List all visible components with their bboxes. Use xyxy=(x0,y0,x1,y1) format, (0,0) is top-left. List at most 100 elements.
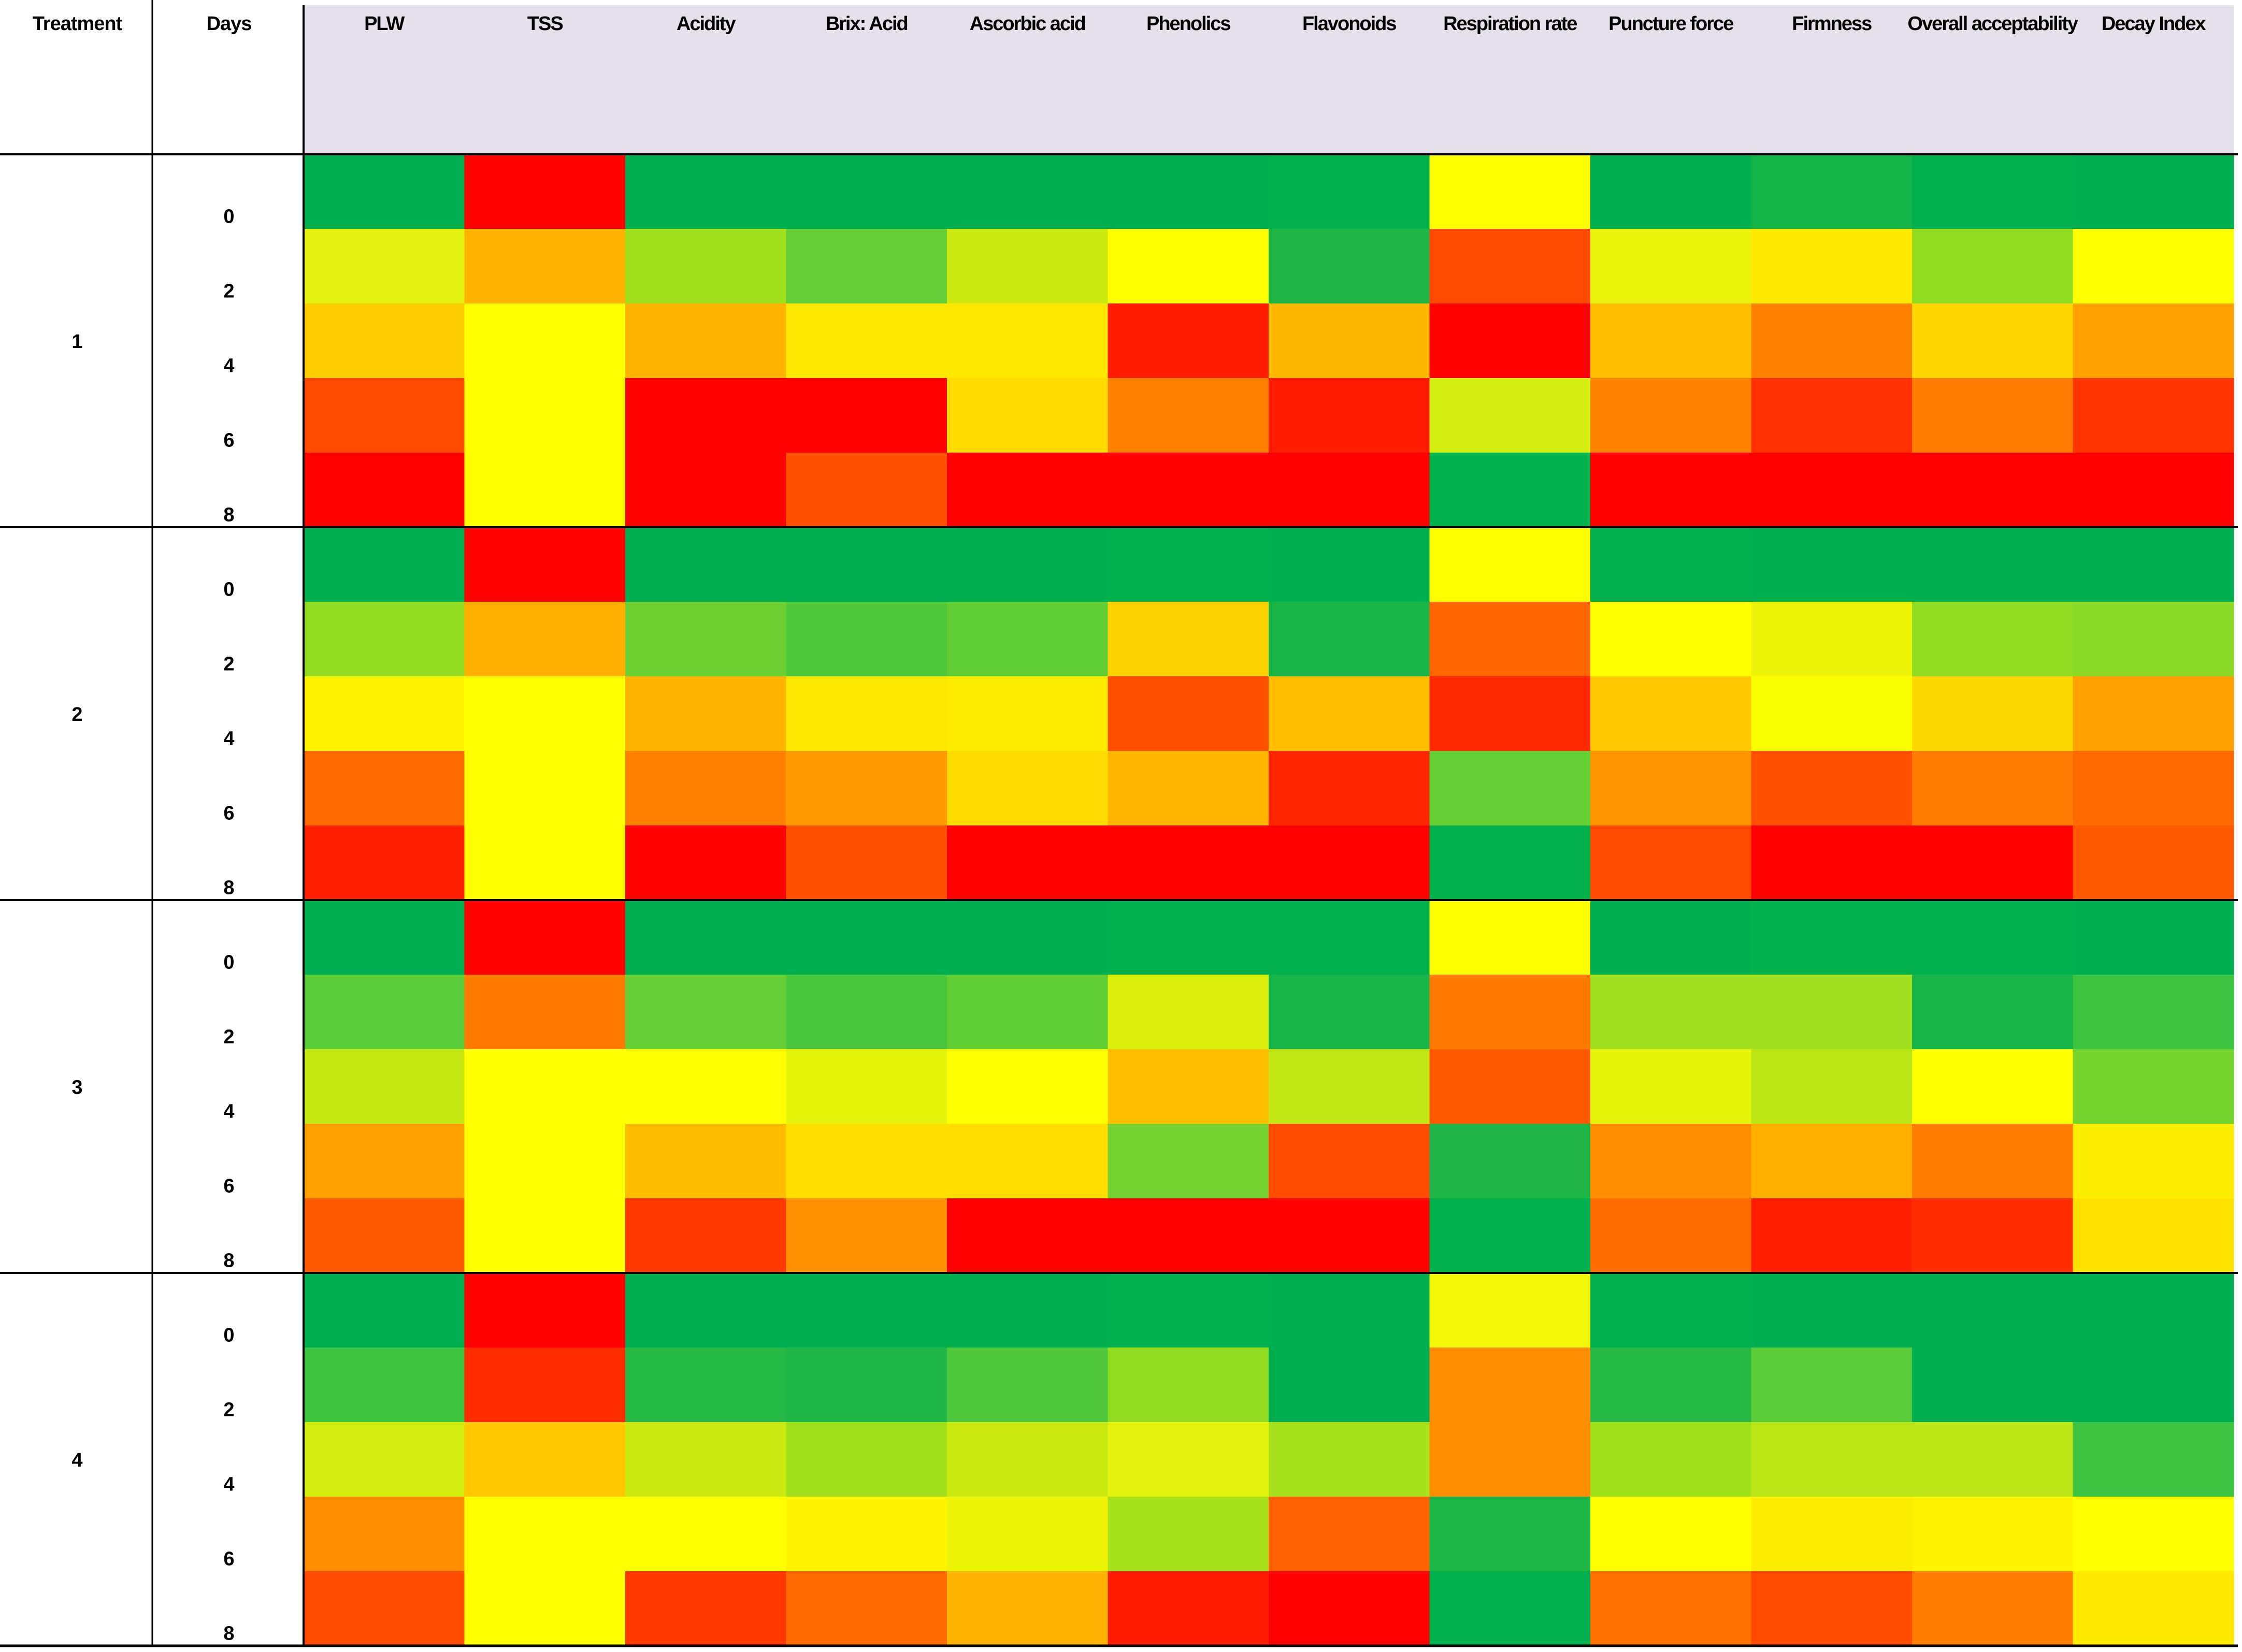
heatmap-cell-t1-d4-c2 xyxy=(464,303,626,379)
heatmap-cell-t1-d0-c12 xyxy=(2073,154,2234,229)
heatmap-cell-t3-d0-c9 xyxy=(1590,900,1752,975)
heatmap-cell-t3-d6-c1 xyxy=(304,1124,465,1199)
heatmap-cell-t4-d0-c5 xyxy=(947,1273,1109,1348)
column-label: Puncture force xyxy=(1608,13,1733,35)
heatmap-cell-t3-d4-c2 xyxy=(464,1049,626,1124)
heatmap-cell-t4-d2-c1 xyxy=(304,1347,465,1423)
heatmap-cell-t1-d4-c5 xyxy=(947,303,1109,379)
treatment-label: 3 xyxy=(71,1077,82,1098)
heatmap-cell-t1-d0-c8 xyxy=(1429,154,1591,229)
heatmap-cell-t2-d2-c10 xyxy=(1751,602,1913,677)
heatmap-cell-t4-d0-c7 xyxy=(1269,1273,1430,1348)
heatmap-cell-t4-d6-c11 xyxy=(1912,1497,2074,1572)
heatmap-cell-t2-d6-c7 xyxy=(1269,751,1430,826)
heatmap-cell-t4-d2-c2 xyxy=(464,1347,626,1423)
day-label: 8 xyxy=(223,1250,234,1271)
heatmap-cell-t3-d6-c8 xyxy=(1429,1124,1591,1199)
heatmap-cell-t4-d6-c4 xyxy=(786,1497,947,1572)
heatmap-cell-t4-d6-c2 xyxy=(464,1497,626,1572)
heatmap-cell-t2-d2-c4 xyxy=(786,602,947,677)
column-header-background xyxy=(304,5,2234,154)
heatmap-cell-t2-d4-c11 xyxy=(1912,676,2074,751)
heatmap-cell-t4-d0-c2 xyxy=(464,1273,626,1348)
heatmap-cell-t1-d0-c10 xyxy=(1751,154,1913,229)
heatmap-cell-t3-d2-c3 xyxy=(625,975,787,1050)
heatmap-cell-t3-d2-c2 xyxy=(464,975,626,1050)
heatmap-cell-t1-d2-c7 xyxy=(1269,229,1430,304)
heatmap-cell-t3-d6-c5 xyxy=(947,1124,1109,1199)
heatmap-cell-t2-d4-c9 xyxy=(1590,676,1752,751)
heatmap-cell-t3-d0-c1 xyxy=(304,900,465,975)
day-label: 2 xyxy=(223,280,234,302)
heatmap-cell-t4-d4-c8 xyxy=(1429,1422,1591,1497)
heatmap-cell-t1-d6-c8 xyxy=(1429,378,1591,453)
heatmap-cell-t1-d0-c2 xyxy=(464,154,626,229)
heatmap-cell-t4-d4-c4 xyxy=(786,1422,947,1497)
heatmap-cell-t1-d2-c11 xyxy=(1912,229,2074,304)
heatmap-cell-t3-d8-c9 xyxy=(1590,1198,1752,1273)
heatmap-cell-t3-d4-c8 xyxy=(1429,1049,1591,1124)
heatmap-cell-t2-d6-c3 xyxy=(625,751,787,826)
heatmap-cell-t1-d0-c7 xyxy=(1269,154,1430,229)
heatmap-cell-t1-d4-c11 xyxy=(1912,303,2074,379)
heatmap-cell-t4-d2-c3 xyxy=(625,1347,787,1423)
heatmap-cell-t3-d0-c6 xyxy=(1108,900,1269,975)
heatmap-cell-t1-d2-c10 xyxy=(1751,229,1913,304)
heatmap-cell-t2-d8-c9 xyxy=(1590,825,1752,901)
heatmap-cell-t3-d0-c4 xyxy=(786,900,947,975)
heatmap-cell-t4-d4-c6 xyxy=(1108,1422,1269,1497)
heatmap-cell-t2-d8-c2 xyxy=(464,825,626,901)
heatmap-cell-t3-d4-c10 xyxy=(1751,1049,1913,1124)
heatmap-cell-t4-d8-c2 xyxy=(464,1571,626,1646)
heatmap-cell-t3-d0-c12 xyxy=(2073,900,2234,975)
heatmap-cell-t3-d8-c5 xyxy=(947,1198,1109,1273)
heatmap-cell-t2-d2-c11 xyxy=(1912,602,2074,677)
heatmap-cell-t1-d0-c3 xyxy=(625,154,787,229)
heatmap-cell-t1-d4-c10 xyxy=(1751,303,1913,379)
heatmap-cell-t2-d6-c8 xyxy=(1429,751,1591,826)
heatmap-cell-t3-d8-c7 xyxy=(1269,1198,1430,1273)
heatmap-cell-t2-d4-c10 xyxy=(1751,676,1913,751)
heatmap-cell-t3-d8-c11 xyxy=(1912,1198,2074,1273)
heatmap-cell-t3-d6-c10 xyxy=(1751,1124,1913,1199)
heatmap-cell-t3-d2-c10 xyxy=(1751,975,1913,1050)
heatmap-cell-t4-d8-c5 xyxy=(947,1571,1109,1646)
heatmap-cell-t2-d0-c11 xyxy=(1912,527,2074,602)
heatmap-cell-t3-d2-c8 xyxy=(1429,975,1591,1050)
day-label: 2 xyxy=(223,1399,234,1421)
heatmap-cell-t1-d8-c4 xyxy=(786,453,947,528)
heatmap-cell-t2-d6-c5 xyxy=(947,751,1109,826)
day-label: 0 xyxy=(223,951,234,973)
heatmap-cell-t1-d6-c3 xyxy=(625,378,787,453)
heatmap-cell-t2-d0-c3 xyxy=(625,527,787,602)
treatment-label: 4 xyxy=(71,1450,82,1471)
heatmap-cell-t1-d6-c11 xyxy=(1912,378,2074,453)
heatmap-cell-t4-d8-c3 xyxy=(625,1571,787,1646)
heatmap-cell-t4-d2-c5 xyxy=(947,1347,1109,1423)
heatmap-cell-t2-d8-c7 xyxy=(1269,825,1430,901)
heatmap-cell-t1-d2-c6 xyxy=(1108,229,1269,304)
heatmap-cell-t4-d2-c7 xyxy=(1269,1347,1430,1423)
heatmap-cell-t2-d0-c10 xyxy=(1751,527,1913,602)
heatmap-cell-t3-d4-c12 xyxy=(2073,1049,2234,1124)
heatmap-cell-t1-d4-c9 xyxy=(1590,303,1752,379)
heatmap-cell-t4-d8-c10 xyxy=(1751,1571,1913,1646)
heatmap-cell-t2-d0-c9 xyxy=(1590,527,1752,602)
day-label: 0 xyxy=(223,578,234,600)
heatmap-cell-t2-d0-c5 xyxy=(947,527,1109,602)
heatmap-cell-t1-d4-c7 xyxy=(1269,303,1430,379)
heatmap-cell-t2-d2-c8 xyxy=(1429,602,1591,677)
heatmap-cell-t4-d2-c10 xyxy=(1751,1347,1913,1423)
column-label: Phenolics xyxy=(1146,13,1230,35)
heatmap-cell-t2-d0-c2 xyxy=(464,527,626,602)
heatmap-cell-t2-d8-c3 xyxy=(625,825,787,901)
heatmap-cell-t3-d4-c3 xyxy=(625,1049,787,1124)
heatmap-cell-t4-d8-c4 xyxy=(786,1571,947,1646)
column-label: Decay Index xyxy=(2102,13,2206,35)
heatmap-cell-t3-d6-c12 xyxy=(2073,1124,2234,1199)
heatmap-cell-t1-d0-c4 xyxy=(786,154,947,229)
heatmap-cell-t3-d4-c4 xyxy=(786,1049,947,1124)
heatmap-cell-t3-d8-c1 xyxy=(304,1198,465,1273)
heatmap-cell-t3-d8-c3 xyxy=(625,1198,787,1273)
